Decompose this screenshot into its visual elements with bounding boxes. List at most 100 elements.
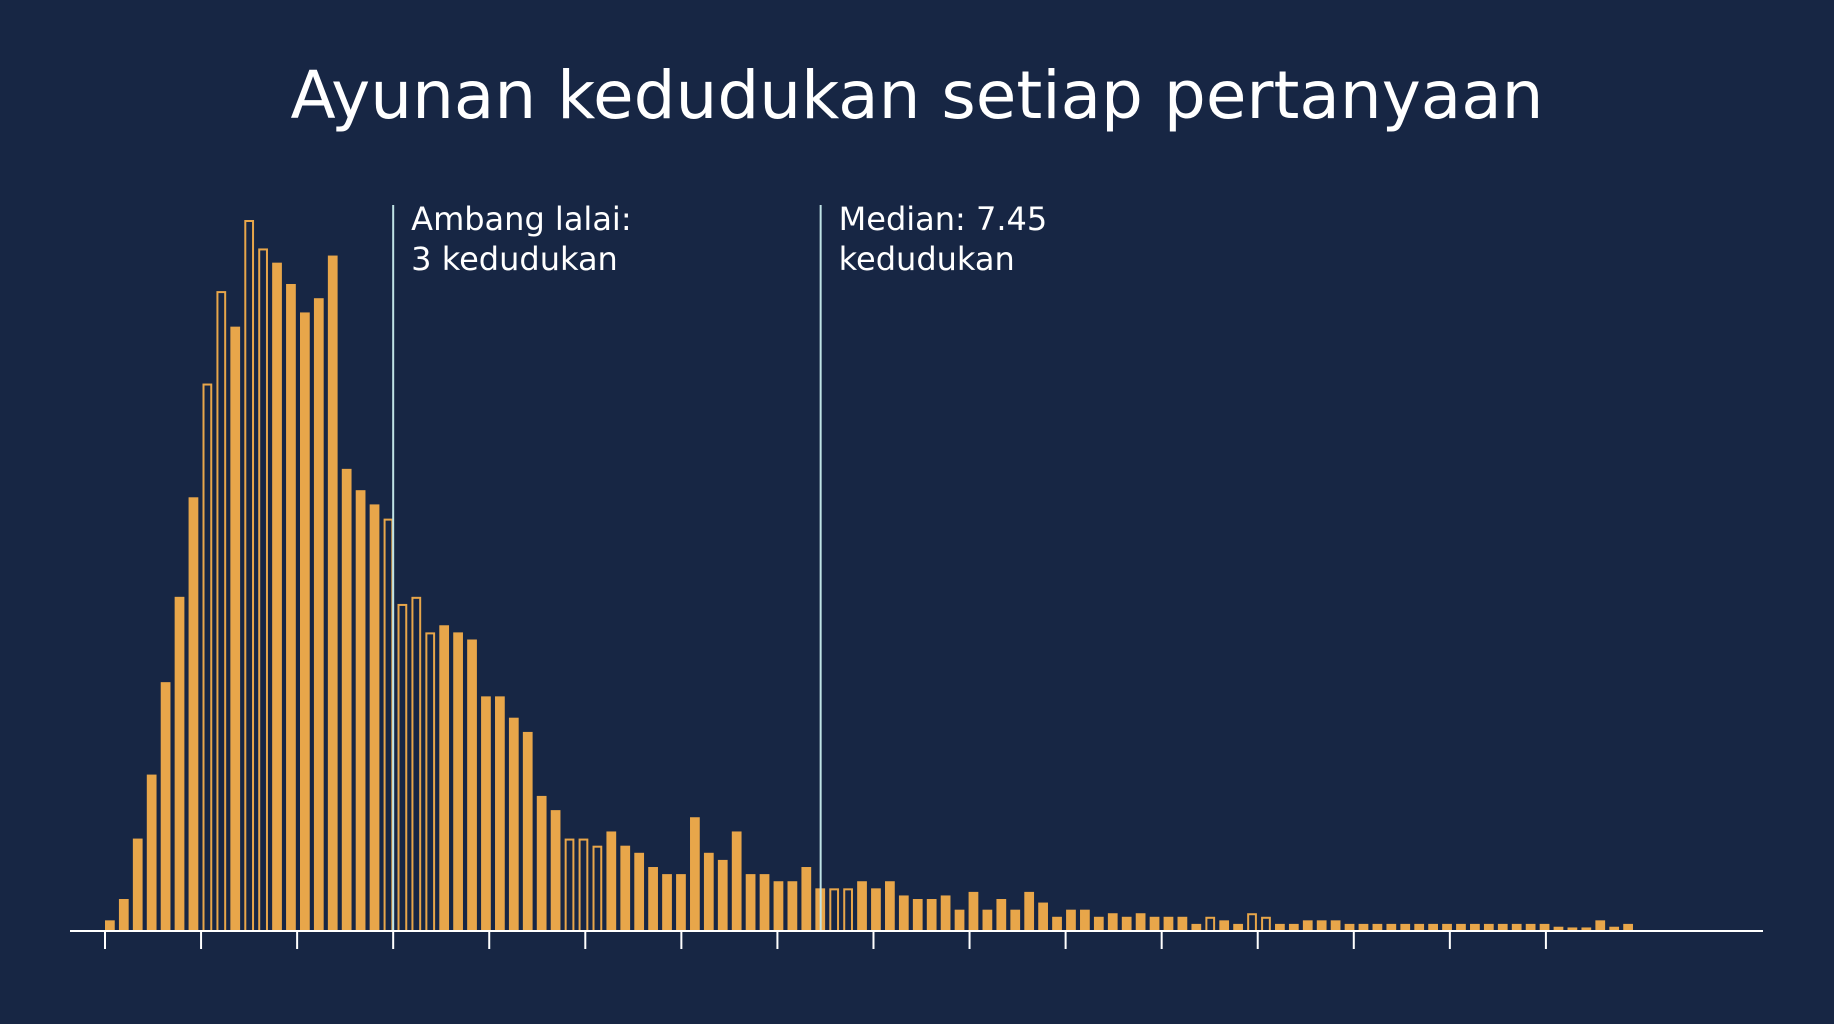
histogram-bar (105, 920, 115, 931)
histogram-bar (467, 639, 477, 931)
histogram-bar (996, 899, 1007, 931)
histogram-bar (1038, 902, 1048, 931)
histogram-bar (912, 899, 923, 931)
histogram-bar (1107, 913, 1118, 931)
histogram-bar (522, 731, 533, 931)
histogram-bar (1623, 923, 1633, 931)
histogram-bar (1316, 920, 1327, 931)
histogram-bar (662, 874, 672, 931)
histogram-bar (1288, 923, 1299, 931)
markers-group: Ambang lalai:3 kedudukan Median: 7.45kedu… (392, 200, 1048, 931)
histogram-bar (1093, 916, 1104, 931)
histogram-bar (676, 874, 686, 931)
histogram-bar (717, 859, 728, 931)
histogram-bar (118, 899, 129, 931)
histogram-bar (1372, 923, 1383, 931)
histogram-bar (1567, 927, 1578, 931)
histogram-bar (1344, 923, 1355, 931)
histogram-bar (898, 895, 909, 931)
histogram-bar (1511, 923, 1522, 931)
histogram-bar (1442, 923, 1452, 931)
histogram-bar (1386, 923, 1397, 931)
histogram-bar (1066, 909, 1076, 931)
histogram-bar (1149, 916, 1160, 931)
bars-group (105, 220, 1633, 933)
histogram-bar (1219, 920, 1230, 931)
histogram-bar (871, 888, 881, 931)
histogram-bar (495, 696, 505, 931)
histogram-bar (773, 881, 784, 931)
histogram-bar (369, 504, 380, 931)
histogram-bar (857, 881, 867, 931)
histogram-bar (1191, 923, 1202, 931)
histogram-bar (1428, 923, 1438, 931)
histogram-bar (1052, 916, 1062, 931)
histogram-bar (1163, 916, 1174, 931)
histogram-bar (327, 255, 338, 932)
histogram-bar (1595, 920, 1606, 931)
histogram-bar (272, 262, 282, 931)
histogram-bar (1553, 926, 1564, 931)
marker-label-1-line-2: 3 kedudukan (411, 240, 618, 278)
histogram-bar (1010, 909, 1021, 931)
histogram-bar (355, 490, 366, 931)
histogram-bar (188, 497, 199, 931)
histogram-bar (481, 696, 491, 931)
histogram-bar (940, 895, 951, 931)
histogram-bar (1121, 916, 1132, 931)
histogram-bar (160, 682, 171, 931)
histogram-bar (313, 298, 324, 932)
histogram-bar (1483, 923, 1494, 931)
histogram-bar (885, 881, 895, 931)
histogram-bar (508, 717, 519, 931)
histogram-bar (606, 831, 617, 931)
histogram-bar (1539, 923, 1550, 931)
histogram-bar (954, 909, 965, 931)
histogram-bar (745, 874, 756, 931)
histogram-bar (982, 909, 993, 931)
histogram-bar (703, 852, 714, 931)
histogram-bar (174, 596, 185, 931)
histogram-bar (759, 874, 770, 931)
histogram-bar (1135, 913, 1146, 931)
histogram-bar (1024, 891, 1035, 931)
histogram-bar (731, 831, 742, 931)
histogram-bar (341, 468, 352, 931)
histogram-bar (132, 838, 143, 931)
histogram-bar (1581, 927, 1592, 931)
histogram-bar (300, 312, 310, 931)
histogram-bar (690, 817, 700, 931)
histogram-bar (926, 899, 937, 931)
histogram-bar (787, 881, 798, 931)
histogram-bar (1358, 923, 1369, 931)
histogram-bar (1470, 923, 1480, 931)
histogram-bar (453, 632, 463, 931)
histogram-bar (146, 774, 157, 931)
histogram-bar (1275, 923, 1285, 931)
histogram-bar (634, 852, 645, 931)
histogram-bar (1414, 923, 1425, 931)
histogram-bar (286, 283, 296, 931)
marker-label-2-line-1: Median: 7.45 (839, 200, 1048, 238)
histogram-bar (1080, 909, 1090, 931)
histogram-bar (648, 867, 658, 931)
histogram-bar (550, 810, 561, 931)
histogram-bar (1177, 916, 1188, 931)
histogram-bar (1525, 923, 1536, 931)
histogram-bar (1609, 926, 1620, 931)
histogram-bar (1330, 920, 1341, 931)
marker-label-1-line-1: Ambang lalai: (411, 200, 631, 238)
histogram-bar (1456, 923, 1466, 931)
histogram-bar (801, 867, 812, 931)
marker-label-2-line-2: kedudukan (839, 240, 1015, 278)
histogram-bar (1302, 920, 1313, 931)
histogram-bar (230, 326, 241, 931)
histogram-bar (536, 795, 547, 931)
histogram-bar (968, 891, 979, 931)
histogram-bar (620, 845, 631, 931)
histogram-bar (1497, 923, 1508, 931)
histogram-bar (439, 625, 450, 931)
chart-title: Ayunan kedudukan setiap pertanyaan (291, 57, 1544, 134)
histogram-bar (1233, 923, 1243, 931)
